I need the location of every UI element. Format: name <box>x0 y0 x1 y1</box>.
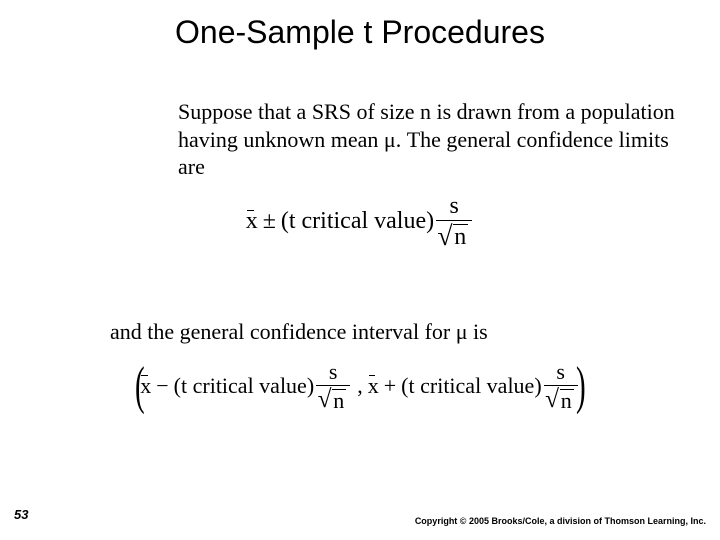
t-critical-value-upper: (t critical value) <box>401 373 541 399</box>
s-over-sqrt-n-lower: s n <box>316 361 350 412</box>
xbar-lower: x <box>140 373 151 399</box>
t-critical-value: (t critical value) <box>281 208 434 235</box>
confidence-limits-formula: x ± (t critical value) s n <box>0 194 720 249</box>
t-critical-value-lower: (t critical value) <box>174 373 314 399</box>
interval-text-pre: and the general confidence interval for <box>110 319 456 344</box>
plus-sign: + <box>384 373 396 399</box>
xbar-upper: x <box>368 373 379 399</box>
copyright-text: Copyright © 2005 Brooks/Cole, a division… <box>415 516 706 526</box>
interval-text-post: is <box>468 319 488 344</box>
xbar: x <box>246 208 258 235</box>
numerator-s: s <box>436 194 472 221</box>
slide-title: One-Sample t Procedures <box>0 14 720 51</box>
intro-paragraph: Suppose that a SRS of size n is drawn fr… <box>178 98 678 181</box>
close-paren-icon: ) <box>576 360 586 413</box>
plus-minus: ± <box>263 208 276 235</box>
mu-symbol-2: μ <box>456 319 468 344</box>
mu-symbol: μ <box>384 127 396 152</box>
confidence-interval-formula: ( x − (t critical value) s n , x + (t cr… <box>0 360 720 413</box>
page-number: 53 <box>14 507 28 522</box>
s-over-sqrt-n-upper: s n <box>544 361 578 412</box>
interval-paragraph: and the general confidence interval for … <box>110 318 670 346</box>
s-over-sqrt-n: s n <box>436 194 472 249</box>
minus-sign: − <box>156 373 168 399</box>
sqrt-n: n <box>440 223 468 249</box>
comma: , <box>357 373 363 399</box>
